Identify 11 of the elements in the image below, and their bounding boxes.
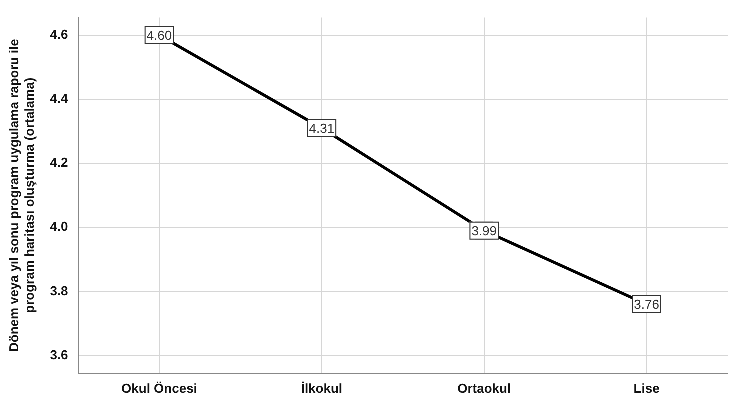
y-tick-label: 4.0: [50, 219, 68, 234]
y-tick-label: 4.6: [50, 27, 68, 42]
x-tick-label: Okul Öncesi: [122, 380, 198, 396]
x-tick-label: Lise: [634, 380, 660, 396]
x-tick-label: İlkokul: [301, 380, 343, 396]
y-tick-label: 3.8: [50, 283, 68, 298]
y-tick-label: 3.6: [50, 347, 68, 362]
y-tick-label: 4.4: [50, 91, 70, 106]
y-tick-label: 4.2: [50, 155, 68, 170]
x-tick-label: Ortaokul: [458, 380, 512, 396]
y-axis-title: Dönem veya yıl sonu program uygulama raporu ile program haritası oluşturma (ortalama): [6, 39, 37, 352]
